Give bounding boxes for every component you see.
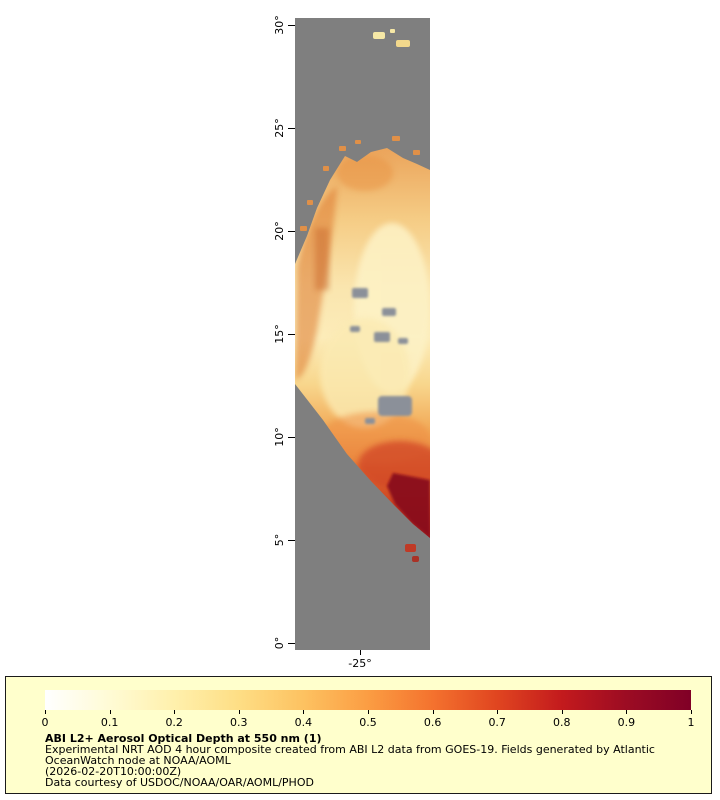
colorbar-tick-label: 0.8 [553,716,571,729]
colorbar-tick-label: 0.2 [165,716,183,729]
caption-courtesy: Data courtesy of USDOC/NOAA/OAR/AOML/PHO… [45,776,314,789]
colorbar [45,690,691,710]
y-axis-tick-mark [288,128,295,129]
y-axis-tick-label: 20° [273,221,286,241]
y-axis-tick-mark [288,540,295,541]
x-axis-tick-mark [360,650,361,655]
x-axis-tick-label: -25° [348,657,372,670]
colorbar-tick-mark [238,710,240,714]
colorbar-tick-label: 0.3 [230,716,248,729]
colorbar-tick-mark [109,710,111,714]
y-axis-tick-mark [288,231,295,232]
caption-body: Experimental NRT AOD 4 hour composite cr… [45,743,655,767]
caption: ABI L2+ Aerosol Optical Depth at 550 nm … [45,733,701,788]
colorbar-tick-label: 0 [41,716,49,729]
colorbar-tick-label: 0.7 [488,716,506,729]
y-axis-tick-mark [288,643,295,644]
colorbar-tick-label: 0.9 [617,716,636,729]
y-axis-tick-label: 5° [273,533,286,547]
colorbar-tick-mark [303,710,305,714]
colorbar-tick-labels: 0 0.1 0.2 0.3 0.4 0.5 0.6 0.7 0.8 0.9 1 [41,716,695,729]
colorbar-tick-label: 0.5 [359,716,377,729]
y-axis-tick-label: 0° [273,636,286,650]
cloud-gap-patches [350,288,412,424]
colorbar-tick-marks [45,710,692,715]
y-axis-tick-label: 25° [273,118,286,138]
colorbar-tick-mark [368,710,369,714]
colorbar-tick-mark [432,710,434,714]
y-axis-tick-mark [288,437,295,438]
y-axis-tick-label: 10° [273,427,286,447]
y-axis-tick-label: 15° [273,324,286,344]
caption-timestamp: (2026-02-20T10:00:00Z) [45,765,182,778]
colorbar-tick-mark [561,710,563,714]
colorbar-tick-label: 1 [687,716,695,729]
colorbar-tick-mark [45,710,46,714]
colorbar-tick-mark [626,710,628,714]
colorbar-tick-label: 0.4 [294,716,313,729]
aod-specks [300,29,420,562]
caption-title: ABI L2+ Aerosol Optical Depth at 550 nm … [45,732,322,745]
y-axis-tick-label: 30° [273,15,286,35]
colorbar-tick-mark [691,710,692,714]
colorbar-tick-label: 0.6 [423,716,442,729]
y-axis-tick-mark [288,334,295,335]
colorbar-tick-mark [497,710,499,714]
aod-texture-overlays [295,155,430,538]
aod-map: 30° 25° 20° 15° 10° 5° 0° -25° [273,15,430,670]
legend-panel: 0 0.1 0.2 0.3 0.4 0.5 0.6 0.7 0.8 0.9 1 … [5,676,712,794]
y-axis-tick-mark [288,25,295,26]
colorbar-tick-mark [174,710,176,714]
aod-swath-graphic [295,18,430,650]
colorbar-tick-label: 0.1 [100,716,119,729]
